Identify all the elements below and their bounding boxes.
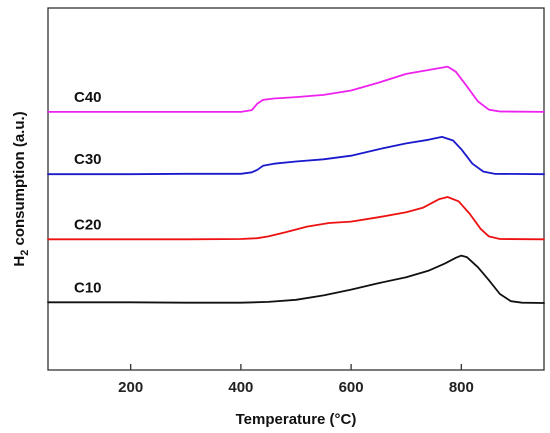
plot-frame	[47, 7, 545, 371]
series-label-c10: C10	[74, 279, 102, 296]
series-line-c40	[47, 65, 545, 113]
series-label-c40: C40	[74, 89, 102, 106]
series-lines	[47, 65, 545, 304]
series-line-c10	[47, 254, 545, 304]
series-line-c20	[47, 196, 545, 241]
y-axis-label-main: H	[11, 256, 28, 267]
x-axis-label: Temperature (°C)	[236, 411, 357, 428]
series-labels: C40 C30 C20 C10	[74, 89, 102, 296]
x-tick-label: 600	[339, 379, 364, 396]
x-tick-label: 400	[228, 379, 253, 396]
x-tick-label: 200	[118, 379, 143, 396]
y-axis-label-subscript: 2	[19, 250, 31, 256]
y-axis-label: H2 consumption (a.u.)	[11, 111, 31, 266]
series-label-c20: C20	[74, 216, 102, 233]
x-tick-label: 800	[449, 379, 474, 396]
series-label-c30: C30	[74, 151, 102, 168]
series-line-c30	[47, 136, 545, 176]
x-axis-ticks: 200 400 600 800	[118, 364, 474, 396]
y-axis-label-rest: consumption (a.u.)	[11, 111, 28, 249]
